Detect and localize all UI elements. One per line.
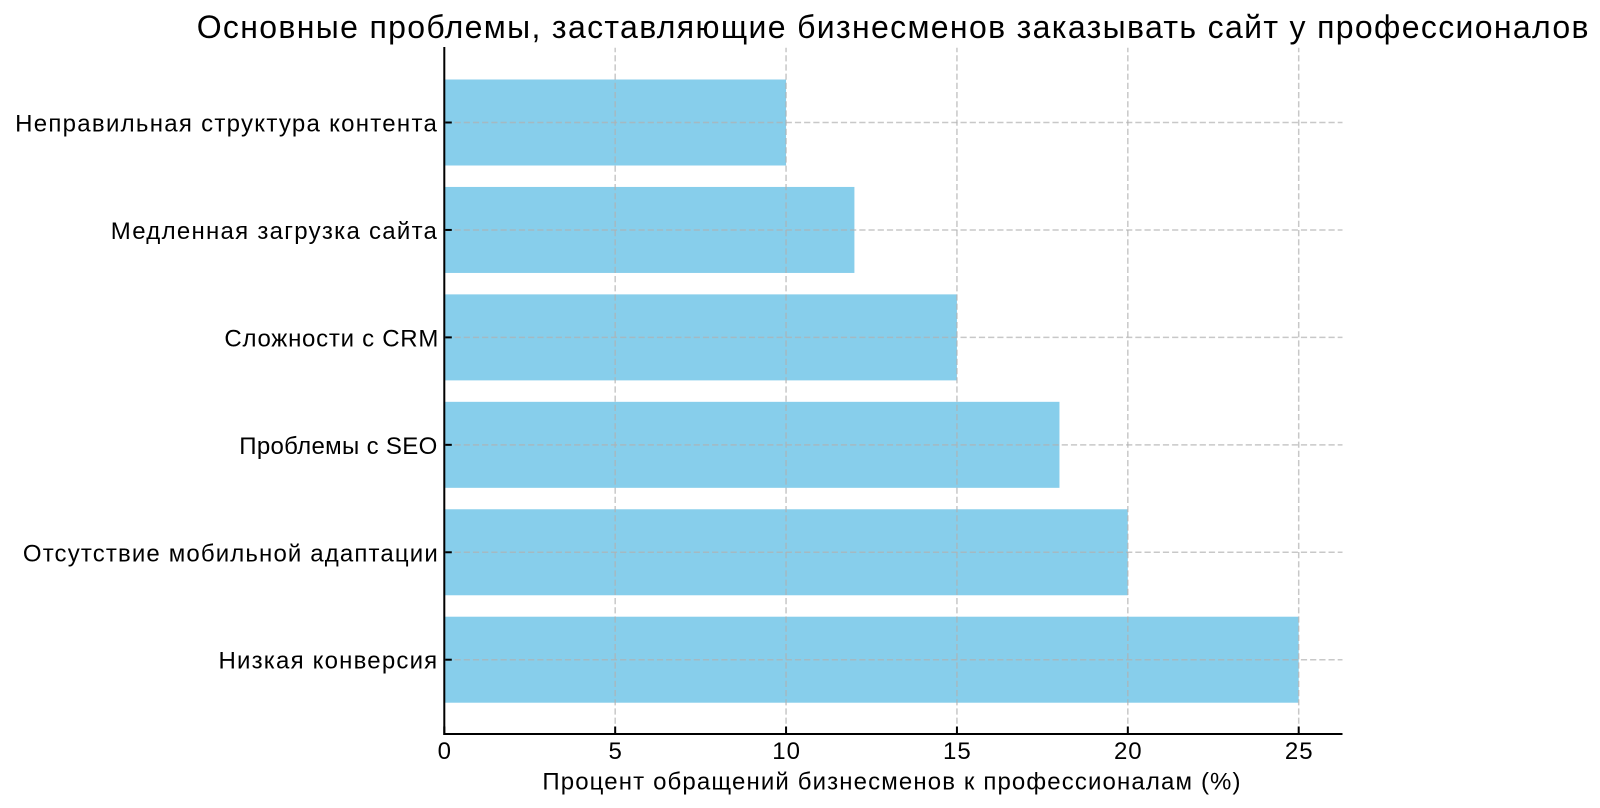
svg-text:Основные проблемы, заставляющи: Основные проблемы, заставляющие бизнесме… bbox=[197, 9, 1590, 45]
svg-text:Процент обращений бизнесменов: Процент обращений бизнесменов к професси… bbox=[542, 769, 1241, 796]
svg-text:20: 20 bbox=[1114, 738, 1143, 765]
svg-text:Медленная загрузка сайта: Медленная загрузка сайта bbox=[111, 218, 439, 245]
svg-text:Сложности с CRM: Сложности с CRM bbox=[224, 325, 439, 352]
svg-text:0: 0 bbox=[438, 738, 451, 765]
svg-text:10: 10 bbox=[772, 738, 801, 765]
svg-text:25: 25 bbox=[1285, 738, 1314, 765]
svg-text:Проблемы с SEO: Проблемы с SEO bbox=[239, 433, 437, 460]
svg-text:5: 5 bbox=[609, 738, 622, 765]
svg-text:Отсутствие мобильной адаптации: Отсутствие мобильной адаптации bbox=[23, 540, 439, 567]
svg-text:Низкая конверсия: Низкая конверсия bbox=[218, 648, 438, 675]
svg-text:15: 15 bbox=[943, 738, 972, 765]
svg-text:Неправильная структура контент: Неправильная структура контента bbox=[15, 111, 438, 138]
